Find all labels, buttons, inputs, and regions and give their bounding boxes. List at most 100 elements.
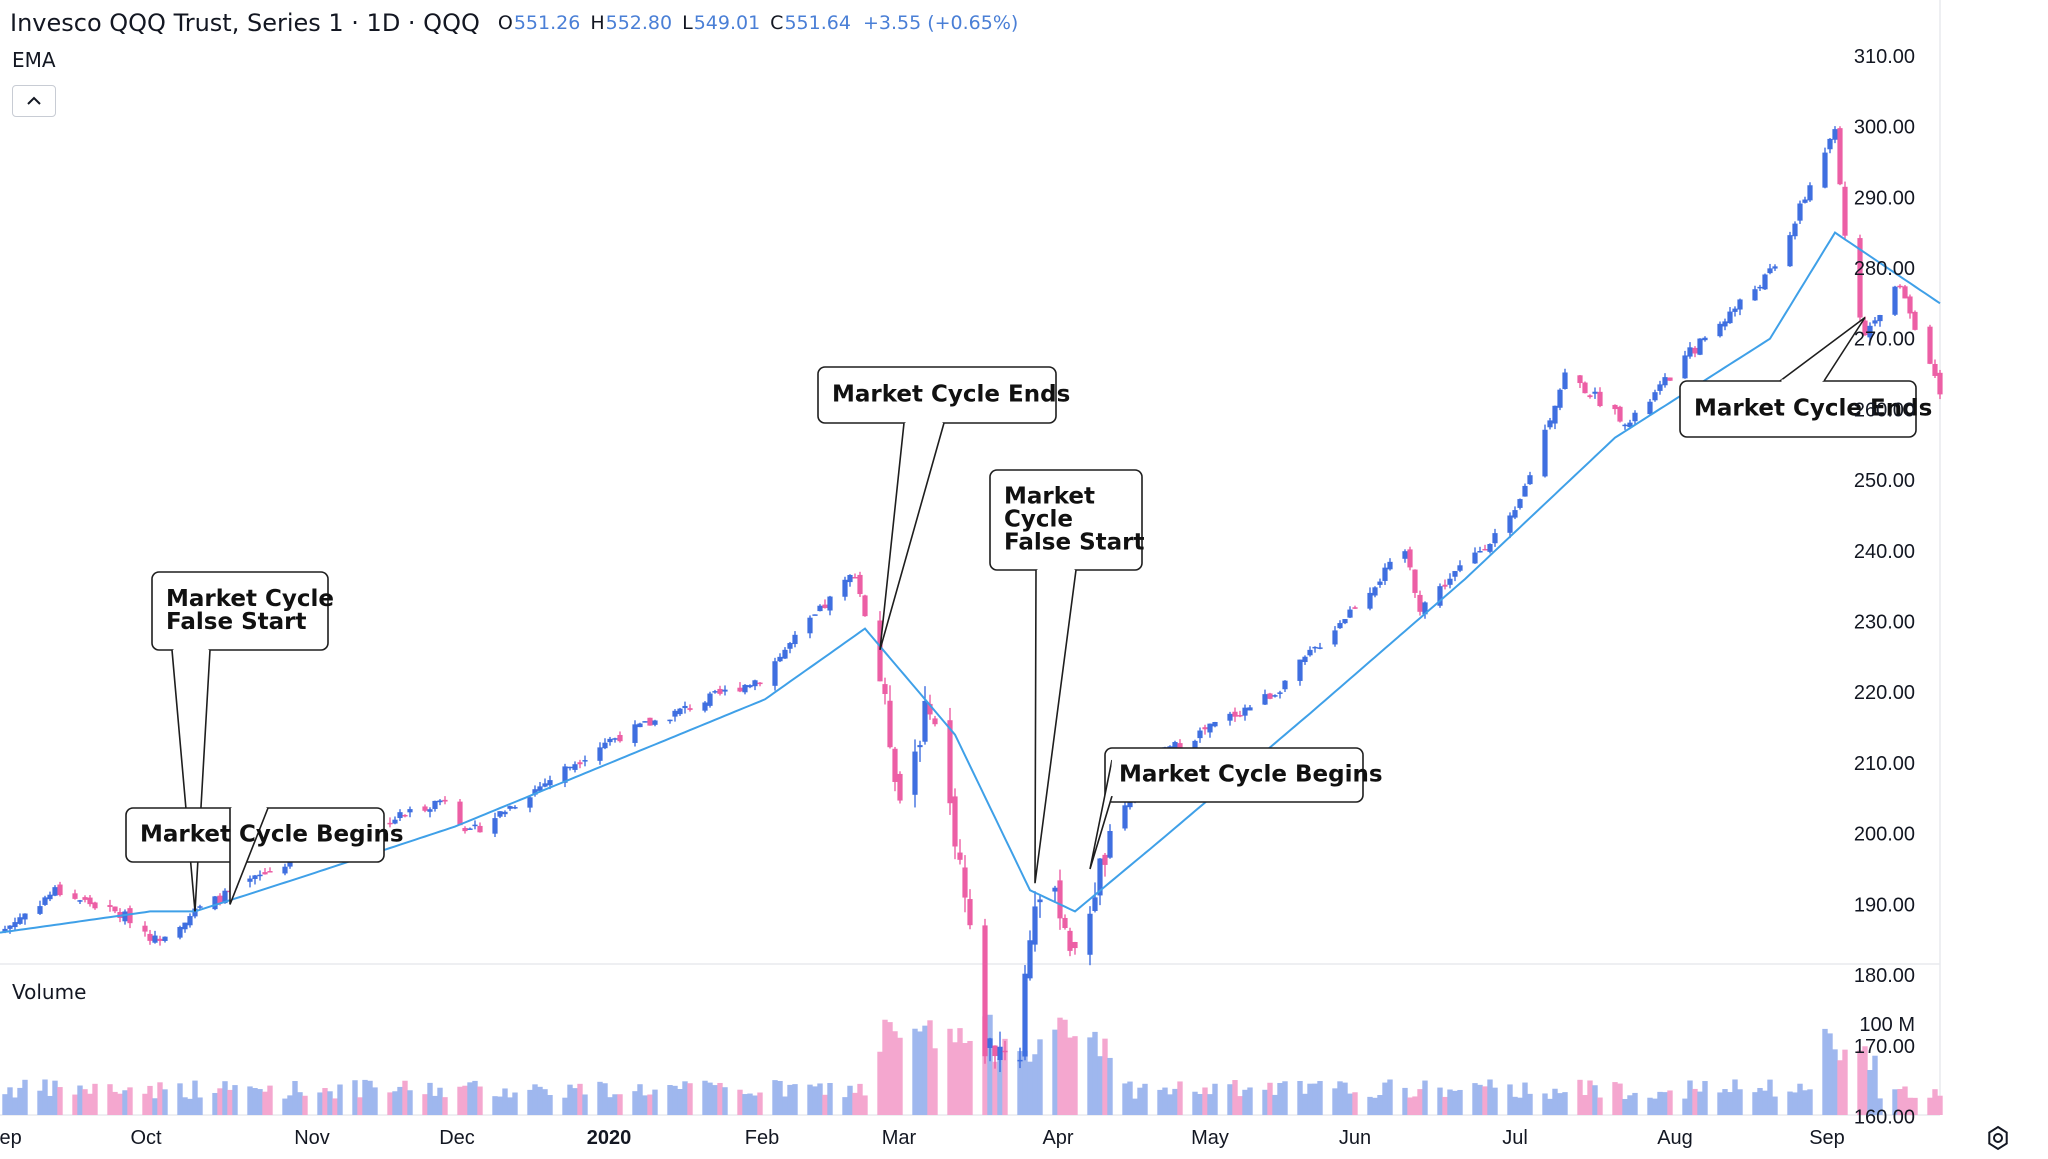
volume-bar [57, 1087, 63, 1115]
volume-bar [1057, 1017, 1063, 1115]
time-tick-label: Nov [294, 1127, 330, 1149]
volume-bar [1937, 1095, 1943, 1115]
candle-body [1932, 363, 1938, 376]
volume-bar [1002, 1038, 1008, 1115]
candle-body [1272, 695, 1278, 697]
callout-text: Market Cycle [166, 586, 334, 612]
volume-bar [1022, 1050, 1028, 1115]
candle-body [532, 789, 538, 795]
candle-body [1862, 320, 1868, 336]
callout-pointer [229, 807, 269, 905]
callout-pointer [1089, 759, 1113, 870]
volume-bar [1512, 1096, 1518, 1115]
volume-bar [1072, 1036, 1078, 1115]
candle-body [427, 809, 433, 812]
volume-bar [157, 1082, 163, 1115]
candle-body [507, 806, 513, 809]
volume-bar [192, 1080, 198, 1115]
volume-bar [897, 1037, 903, 1115]
candle-body [1897, 285, 1903, 288]
volume-bar [792, 1084, 798, 1115]
candle-body [952, 796, 958, 847]
volume-bar [1142, 1083, 1148, 1115]
volume-bar [1172, 1088, 1178, 1115]
candle-body [642, 721, 648, 723]
volume-bar [827, 1082, 833, 1115]
candle-body [1722, 321, 1728, 327]
volume-bar [947, 1028, 953, 1115]
volume-bar [1137, 1087, 1143, 1115]
candle-body [437, 800, 443, 803]
volume-bar [932, 1048, 938, 1115]
volume-bar [912, 1028, 918, 1115]
volume-bar [512, 1092, 518, 1115]
candle-body [1552, 405, 1558, 424]
volume-bar [422, 1094, 428, 1115]
callout-box [151, 571, 329, 651]
collapse-legend-button[interactable] [12, 85, 56, 117]
volume-bar [1562, 1092, 1568, 1115]
symbol-title[interactable]: Invesco QQQ Trust, Series 1 · 1D · QQQ [10, 9, 480, 37]
candle-body [1577, 375, 1583, 384]
volume-bar [822, 1094, 828, 1115]
candle-body [1632, 412, 1638, 422]
volume-bar [1657, 1091, 1663, 1115]
candle-body [1737, 299, 1743, 310]
candle-body [1087, 913, 1093, 955]
candle-body [1017, 1059, 1023, 1062]
volume-bar [1737, 1089, 1743, 1115]
volume-bar [1827, 1033, 1833, 1115]
price-tick-label: 240.00 [1854, 541, 1915, 563]
volume-bar [782, 1096, 788, 1115]
volume-bar [1557, 1093, 1563, 1115]
price-tick-label: 200.00 [1854, 824, 1915, 846]
price-tick-label: 270.00 [1854, 329, 1915, 351]
candle-body [957, 852, 963, 860]
candle-body [1702, 337, 1708, 341]
callout-text: Cycle [1004, 507, 1073, 533]
volume-bar [1052, 1029, 1058, 1115]
volume-bar [542, 1089, 548, 1115]
candle-body [1792, 223, 1798, 237]
volume-bar [1902, 1086, 1908, 1115]
volume-bar [72, 1094, 78, 1115]
time-tick-label: Feb [745, 1127, 779, 1149]
volume-bar [1732, 1079, 1738, 1115]
volume-pane-label[interactable]: Volume [12, 980, 87, 1004]
candle-body [1517, 499, 1523, 508]
volume-bar [182, 1097, 188, 1115]
volume-bar [1107, 1057, 1113, 1115]
volume-bar [772, 1080, 778, 1115]
candle-body [217, 895, 223, 904]
candle-body [1477, 550, 1483, 553]
volume-bar [87, 1093, 93, 1115]
chart-settings-button[interactable] [1982, 1122, 2014, 1154]
volume-bar [562, 1097, 568, 1115]
volume-bar [1167, 1094, 1173, 1115]
candle-body [1197, 730, 1203, 739]
candle-body [1802, 199, 1808, 203]
candle-body [1622, 424, 1628, 427]
candle-body [252, 875, 258, 879]
ema-indicator-label[interactable]: EMA [12, 48, 56, 72]
volume-bar [1907, 1097, 1913, 1115]
volume-bar [1437, 1087, 1443, 1115]
volume-bar [1622, 1098, 1628, 1115]
candle-body [1757, 286, 1763, 289]
candle-body [1627, 422, 1633, 428]
candle-body [157, 938, 163, 941]
candle-body [497, 811, 503, 817]
candle-body [1267, 693, 1273, 699]
volume-bar [637, 1084, 643, 1115]
volume-bar [497, 1096, 503, 1115]
candle-body [1772, 266, 1778, 269]
volume-bar [717, 1082, 723, 1115]
candle-body [1097, 858, 1103, 896]
price-tick-label: 190.00 [1854, 894, 1915, 916]
candle-body [777, 656, 783, 662]
volume-bar [1447, 1089, 1453, 1115]
candle-body [577, 762, 583, 765]
candle-body [1402, 551, 1408, 559]
time-tick-label: Jun [1339, 1127, 1371, 1149]
